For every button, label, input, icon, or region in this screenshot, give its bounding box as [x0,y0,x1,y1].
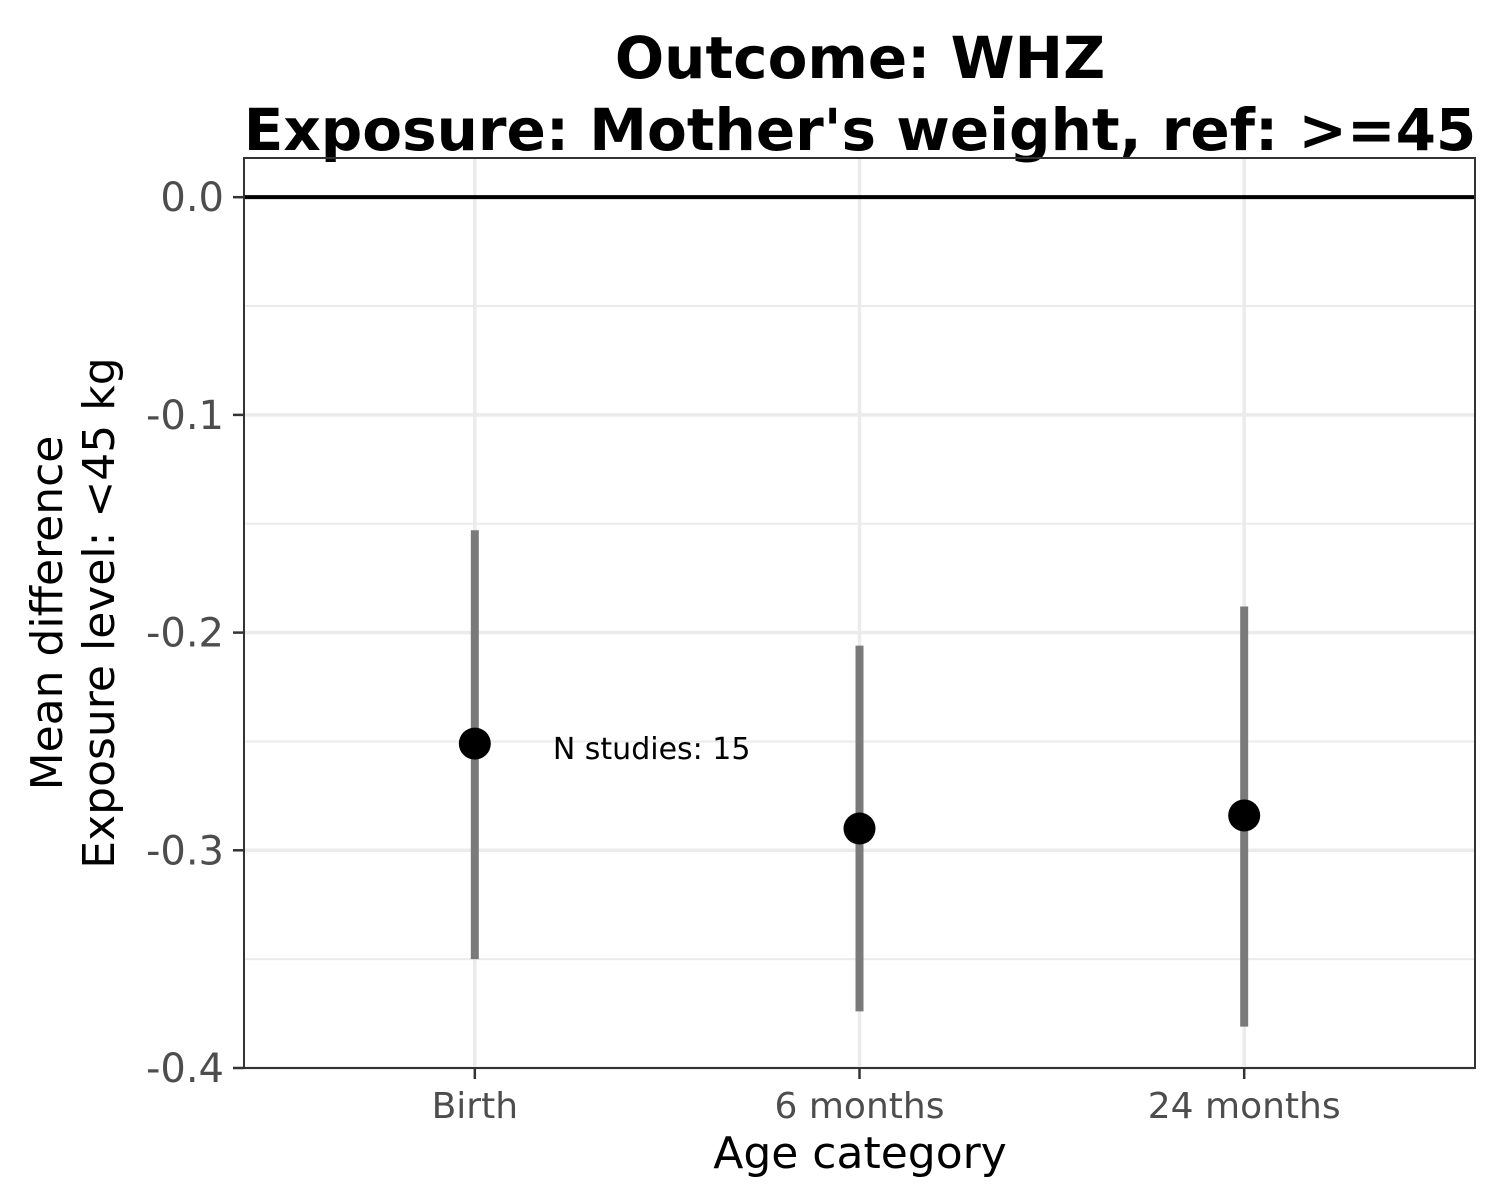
x-tick-label: Birth [432,1086,518,1127]
x-tick-label: 24 months [1148,1086,1341,1127]
point [843,812,876,845]
x-tick-label: 6 months [775,1086,945,1127]
x-axis-title: Age category [713,1128,1007,1179]
point [458,727,491,760]
y-tick-label: -0.1 [146,393,224,439]
point [1228,799,1261,832]
n-studies-annotation: N studies: 15 [553,732,751,767]
y-axis-title-line1: Mean difference [22,436,73,791]
annotation-layer: N studies: 15 [553,732,751,767]
y-tick-label: -0.4 [146,1046,224,1092]
y-tick-label: -0.2 [146,611,224,657]
chart-title-line1: Outcome: WHZ [615,24,1105,92]
y-tick-label: -0.3 [146,828,224,874]
y-axis: 0.0 -0.1 -0.2 -0.3 -0.4 [146,175,244,1092]
chart-title-line2: Exposure: Mother's weight, ref: >=45 [244,96,1477,164]
y-axis-title-line2: Exposure level: <45 kg [74,357,125,868]
x-axis: Birth 6 months 24 months [432,1068,1341,1127]
y-tick-label: 0.0 [160,175,224,221]
point-layer [458,727,1261,845]
